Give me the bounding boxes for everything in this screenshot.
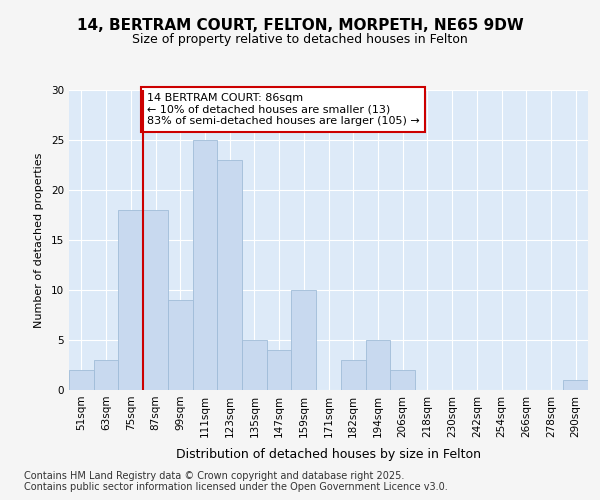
Bar [143,210,168,390]
Bar [217,160,242,390]
Y-axis label: Number of detached properties: Number of detached properties [34,152,44,328]
Bar [193,140,217,390]
Bar [94,360,118,390]
Bar [118,210,143,390]
Bar [242,340,267,390]
Text: 14, BERTRAM COURT, FELTON, MORPETH, NE65 9DW: 14, BERTRAM COURT, FELTON, MORPETH, NE65… [77,18,523,32]
Bar [365,340,390,390]
Bar [69,370,94,390]
Text: Size of property relative to detached houses in Felton: Size of property relative to detached ho… [132,32,468,46]
Bar [390,370,415,390]
Bar [168,300,193,390]
Bar [267,350,292,390]
Text: 14 BERTRAM COURT: 86sqm
← 10% of detached houses are smaller (13)
83% of semi-de: 14 BERTRAM COURT: 86sqm ← 10% of detache… [147,93,419,126]
Bar [563,380,588,390]
Bar [292,290,316,390]
Bar [341,360,365,390]
X-axis label: Distribution of detached houses by size in Felton: Distribution of detached houses by size … [176,448,481,461]
Text: Contains HM Land Registry data © Crown copyright and database right 2025.
Contai: Contains HM Land Registry data © Crown c… [24,471,448,492]
